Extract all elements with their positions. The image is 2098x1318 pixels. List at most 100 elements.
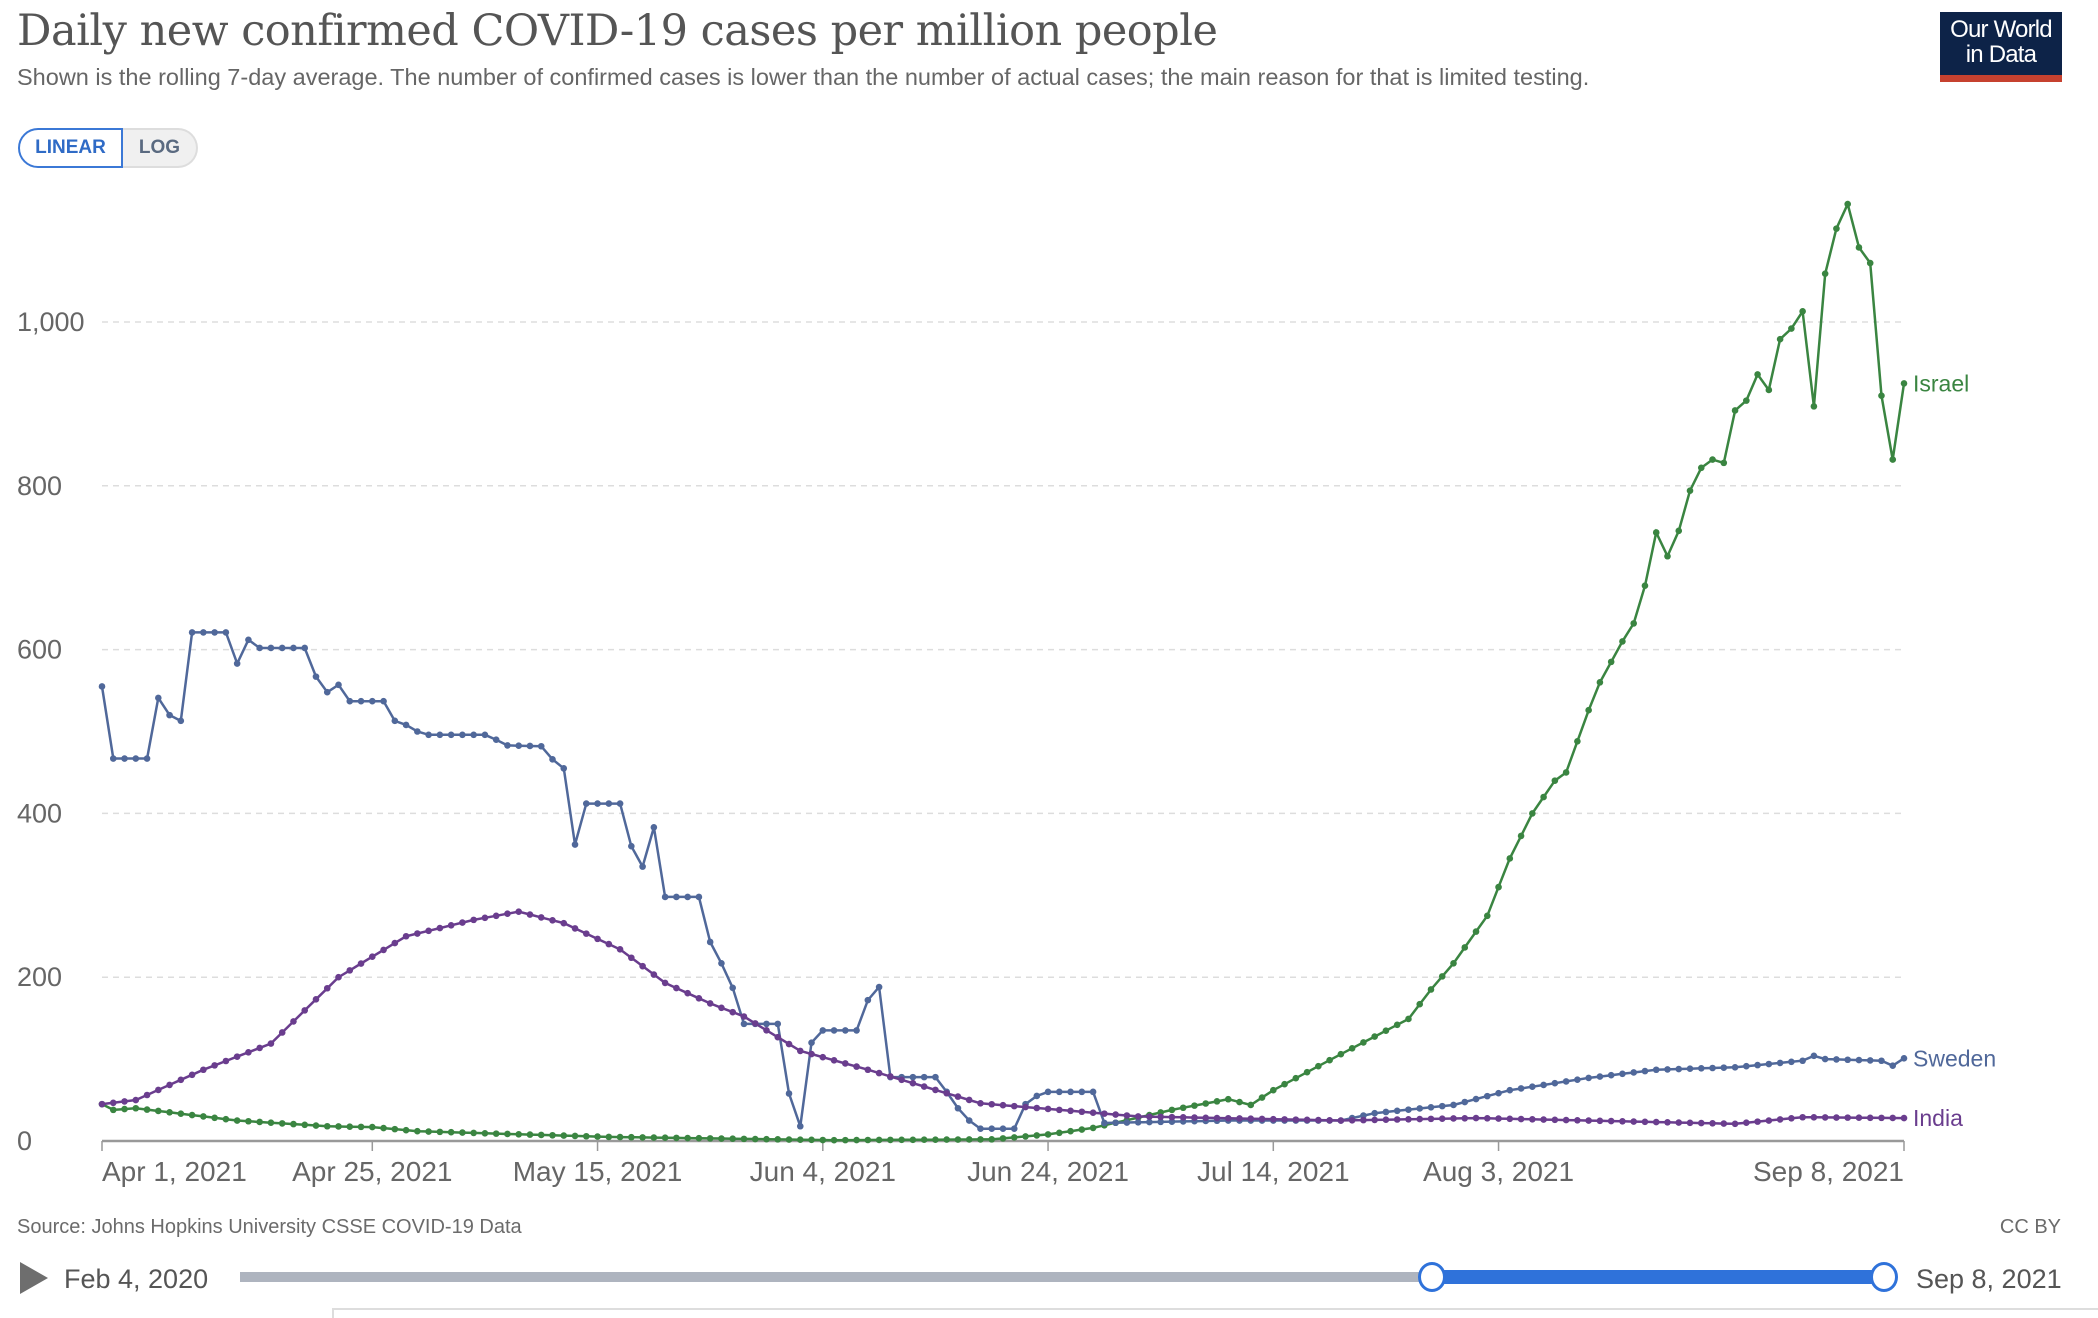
data-point-india <box>1517 1115 1525 1123</box>
data-point-israel <box>357 1123 365 1131</box>
data-point-india <box>819 1053 827 1061</box>
data-point-israel <box>988 1136 996 1143</box>
data-point-india <box>1889 1114 1897 1122</box>
data-point-india <box>1776 1116 1784 1123</box>
play-icon[interactable] <box>20 1262 48 1294</box>
data-point-india <box>1134 1113 1142 1120</box>
data-point-india <box>312 996 320 1003</box>
data-point-israel <box>425 1128 432 1135</box>
data-point-sweden <box>1765 1060 1773 1068</box>
data-point-india <box>920 1083 928 1090</box>
data-point-sweden <box>864 996 872 1004</box>
y-tick-label: 600 <box>17 635 62 665</box>
data-point-india <box>436 924 444 932</box>
timeline-end-handle[interactable] <box>1870 1262 1898 1292</box>
data-point-india <box>1044 1105 1052 1113</box>
owid-logo[interactable]: Our World in Data <box>1940 12 2062 82</box>
data-point-israel <box>887 1136 894 1144</box>
data-point-sweden <box>1889 1062 1897 1069</box>
data-point-india <box>290 1018 297 1025</box>
data-point-india <box>1303 1116 1311 1124</box>
data-point-india <box>954 1093 962 1100</box>
data-point-india <box>1540 1116 1547 1123</box>
data-point-israel <box>605 1133 613 1141</box>
data-point-sweden <box>109 755 117 762</box>
data-point-sweden <box>515 742 523 749</box>
data-point-israel <box>1529 810 1536 817</box>
data-point-india <box>1506 1115 1514 1123</box>
data-point-israel <box>875 1136 883 1144</box>
legend-label-israel: Israel <box>1913 370 1969 396</box>
data-point-israel <box>200 1113 207 1120</box>
data-point-sweden <box>1517 1085 1525 1092</box>
data-point-sweden <box>977 1125 984 1133</box>
data-point-india <box>729 1008 736 1016</box>
data-point-india <box>1101 1110 1108 1117</box>
data-point-sweden <box>1562 1078 1570 1085</box>
data-point-sweden <box>1641 1067 1649 1075</box>
data-point-sweden <box>481 731 489 739</box>
data-point-israel <box>808 1136 815 1144</box>
data-point-israel <box>1337 1050 1345 1058</box>
data-point-israel <box>1179 1104 1187 1112</box>
x-tick-label: Apr 1, 2021 <box>102 1156 247 1187</box>
data-point-israel <box>323 1122 331 1130</box>
data-point-sweden <box>357 697 365 705</box>
data-point-israel <box>920 1136 928 1144</box>
data-point-india <box>1213 1114 1221 1122</box>
data-point-india <box>853 1063 860 1070</box>
license-link[interactable]: CC BY <box>1999 1216 2061 1238</box>
data-point-israel <box>774 1136 782 1143</box>
log-scale-button[interactable]: LOG <box>123 128 198 168</box>
data-point-israel <box>1033 1132 1041 1139</box>
data-point-israel <box>616 1133 624 1141</box>
data-point-sweden <box>1089 1088 1097 1096</box>
linear-scale-button[interactable]: LINEAR <box>18 128 123 168</box>
data-point-india <box>1900 1114 1908 1122</box>
data-point-india <box>932 1086 939 1094</box>
data-point-sweden <box>1461 1098 1469 1106</box>
data-point-israel <box>256 1118 263 1126</box>
data-point-sweden <box>549 756 556 763</box>
data-point-sweden <box>1472 1095 1480 1103</box>
data-point-india <box>684 989 691 997</box>
data-point-israel <box>346 1123 354 1130</box>
logo-line2: in Data <box>1965 41 2037 68</box>
data-point-india <box>740 1013 748 1020</box>
data-point-india <box>537 914 545 921</box>
data-point-israel <box>1483 912 1491 920</box>
data-point-israel <box>492 1130 500 1137</box>
data-point-india <box>661 979 669 987</box>
data-point-israel <box>132 1104 140 1112</box>
data-point-india <box>796 1047 804 1055</box>
data-point-sweden <box>1697 1065 1705 1072</box>
data-point-sweden <box>155 694 162 702</box>
data-point-india <box>380 946 387 954</box>
data-point-sweden <box>1619 1070 1626 1078</box>
timeline-track[interactable] <box>240 1272 1886 1282</box>
timeline-start-handle[interactable] <box>1418 1262 1446 1292</box>
data-point-israel <box>830 1136 838 1144</box>
data-point-india <box>1833 1114 1840 1121</box>
data-point-sweden <box>166 711 173 719</box>
data-point-israel <box>639 1134 646 1141</box>
data-point-israel <box>1258 1094 1266 1101</box>
timeline-selected-range[interactable] <box>1432 1270 1884 1284</box>
data-point-india <box>887 1073 894 1080</box>
data-point-israel <box>1078 1126 1086 1133</box>
data-point-india <box>526 911 534 918</box>
data-point-india <box>808 1050 815 1058</box>
data-point-sweden <box>1855 1056 1863 1064</box>
data-point-india <box>211 1062 218 1069</box>
data-point-israel <box>1765 386 1773 394</box>
y-tick-label: 1,000 <box>17 307 85 337</box>
data-point-israel <box>1382 1027 1390 1035</box>
data-point-india <box>1878 1114 1885 1122</box>
data-point-sweden <box>628 842 635 850</box>
data-point-india <box>695 994 703 1002</box>
data-point-india <box>1247 1115 1255 1123</box>
data-point-india <box>121 1098 128 1105</box>
data-point-israel <box>932 1136 939 1143</box>
data-point-sweden <box>459 731 466 739</box>
